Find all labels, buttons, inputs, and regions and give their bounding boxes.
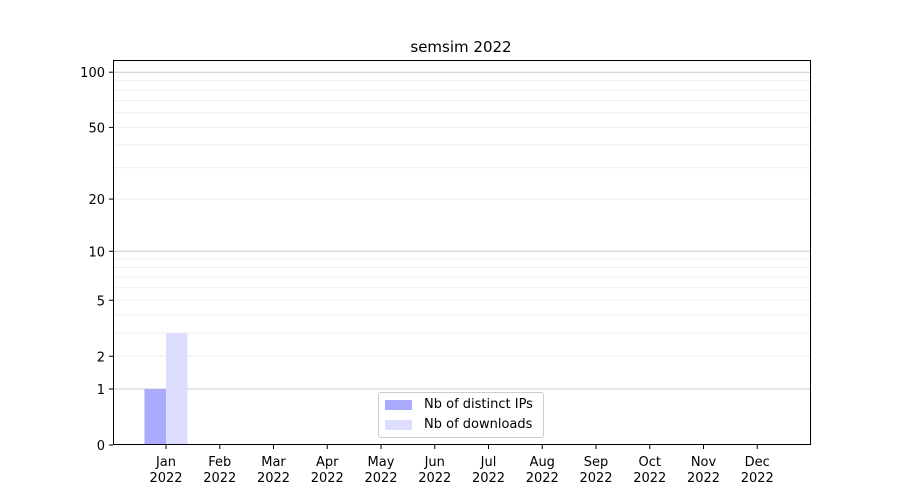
- y-tick-label: 100: [80, 66, 105, 81]
- legend-item-downloads: Nb of downloads: [385, 417, 532, 432]
- legend-item-ips: Nb of distinct IPs: [385, 397, 533, 412]
- legend-label-ips: Nb of distinct IPs: [424, 397, 533, 412]
- legend-swatch-downloads: [385, 419, 412, 430]
- x-tick-label: Feb 2022: [203, 455, 236, 486]
- legend-swatch-ips: [385, 399, 412, 410]
- x-tick-label: Apr 2022: [311, 455, 344, 486]
- y-tick-label: 20: [88, 193, 105, 208]
- bar-downloads: [166, 333, 188, 445]
- y-tick-label: 1: [97, 383, 105, 398]
- chart-title: semsim 2022: [410, 38, 511, 56]
- x-tick-label: Nov 2022: [687, 455, 720, 486]
- y-tick-label: 50: [88, 121, 105, 136]
- x-tick-label: May 2022: [364, 455, 397, 486]
- y-tick-label: 5: [97, 294, 105, 309]
- x-tick-label: Sep 2022: [579, 455, 612, 486]
- y-tick-label: 2: [97, 350, 105, 365]
- x-tick-label: Oct 2022: [633, 455, 666, 486]
- bar-ips: [144, 389, 166, 445]
- x-tick-label: Jan 2022: [149, 455, 182, 486]
- x-tick-label: Aug 2022: [526, 455, 559, 486]
- x-tick-label: Jul 2022: [472, 455, 505, 486]
- legend: Nb of distinct IPs Nb of downloads: [378, 392, 544, 438]
- x-tick-label: Mar 2022: [257, 455, 290, 486]
- plot-frame: [113, 60, 811, 445]
- y-tick-label: 0: [97, 439, 105, 454]
- legend-label-downloads: Nb of downloads: [424, 417, 533, 432]
- x-tick-label: Dec 2022: [741, 455, 774, 486]
- y-tick-label: 10: [88, 245, 105, 260]
- x-tick-label: Jun 2022: [418, 455, 451, 486]
